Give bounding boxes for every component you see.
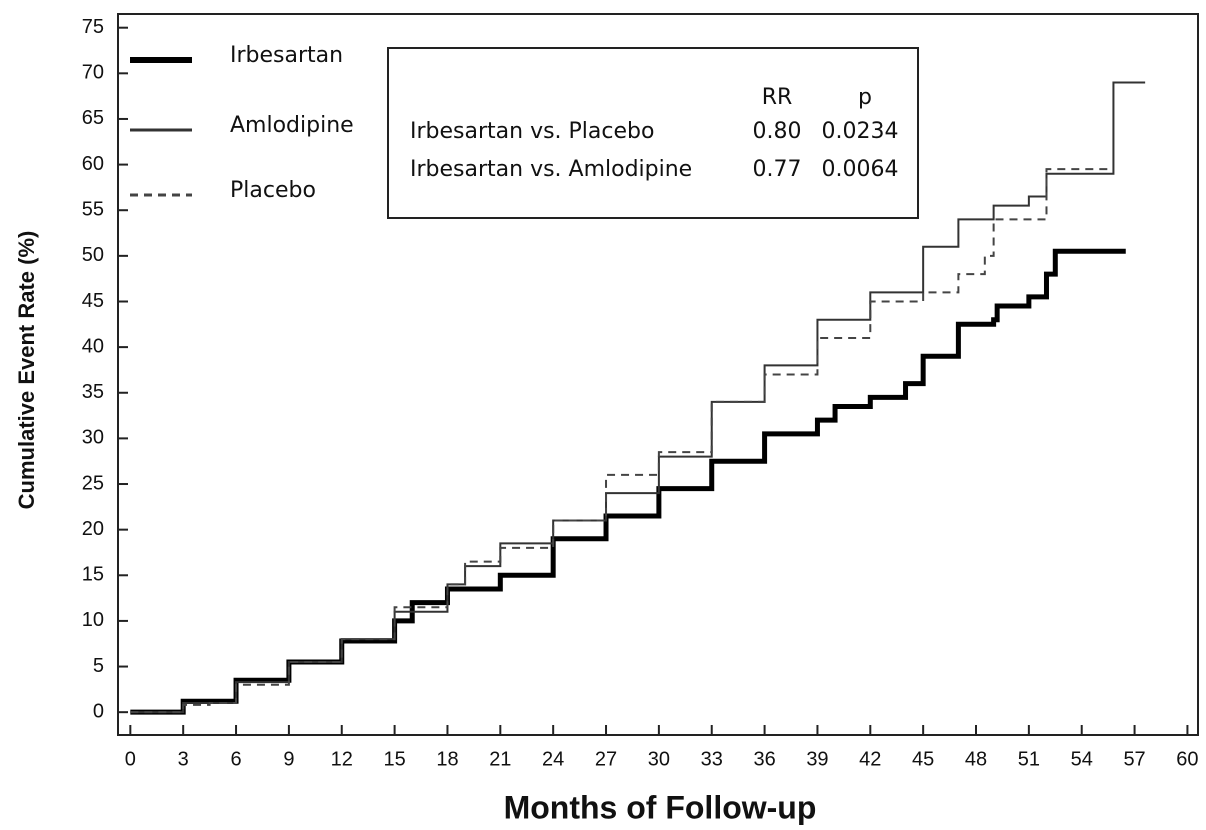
stats-cell: 0.77 [753,157,802,182]
y-tick-label: 45 [82,290,104,312]
y-tick-label: 20 [82,518,104,540]
y-tick-label: 65 [82,107,104,129]
x-tick-label: 45 [912,748,934,770]
x-tick-label: 42 [859,748,881,770]
y-tick-label: 15 [82,564,104,586]
y-tick-label: 75 [82,16,104,38]
x-tick-label: 57 [1123,748,1145,770]
x-tick-label: 39 [806,748,828,770]
y-tick-label: 10 [82,609,104,631]
stats-cell: Irbesartan vs. Placebo [410,119,654,144]
y-tick-label: 70 [82,62,104,84]
series-line [130,168,1112,714]
stats-cell: 0.0064 [822,157,899,182]
y-tick-label: 35 [82,381,104,403]
stats-header: RR [762,85,793,110]
series-line [130,248,1126,715]
x-tick-label: 24 [542,748,564,770]
y-tick-label: 25 [82,472,104,494]
x-tick-label: 51 [1018,748,1040,770]
x-tick-label: 6 [230,748,241,770]
x-tick-label: 30 [648,748,670,770]
x-tick-label: 12 [331,748,353,770]
stats-cell: 0.0234 [822,119,899,144]
y-tick-label: 55 [82,199,104,221]
y-tick-label: 5 [93,655,104,677]
legend-label: Placebo [230,178,316,203]
y-tick-label: 50 [82,244,104,266]
stats-box [387,47,919,219]
x-tick-label: 9 [283,748,294,770]
y-tick-label: 40 [82,335,104,357]
legend-label: Irbesartan [230,43,343,68]
x-tick-label: 27 [595,748,617,770]
x-tick-label: 33 [701,748,723,770]
y-tick-label: 0 [93,700,104,722]
y-axis-label: Cumulative Event Rate (%) [14,231,39,510]
x-tick-label: 0 [125,748,136,770]
stats-header: p [858,85,872,110]
stats-cell: 0.80 [753,119,802,144]
x-tick-label: 18 [436,748,458,770]
x-tick-label: 15 [383,748,405,770]
x-axis-label: Months of Follow-up [504,789,817,825]
x-tick-label: 48 [965,748,987,770]
y-tick-label: 30 [82,427,104,449]
x-tick-label: 3 [178,748,189,770]
x-tick-label: 60 [1176,748,1198,770]
y-tick-label: 60 [82,153,104,175]
legend-label: Amlodipine [230,113,354,138]
stats-cell: Irbesartan vs. Amlodipine [410,157,692,182]
x-tick-label: 54 [1071,748,1093,770]
x-tick-label: 21 [489,748,511,770]
x-tick-label: 36 [753,748,775,770]
